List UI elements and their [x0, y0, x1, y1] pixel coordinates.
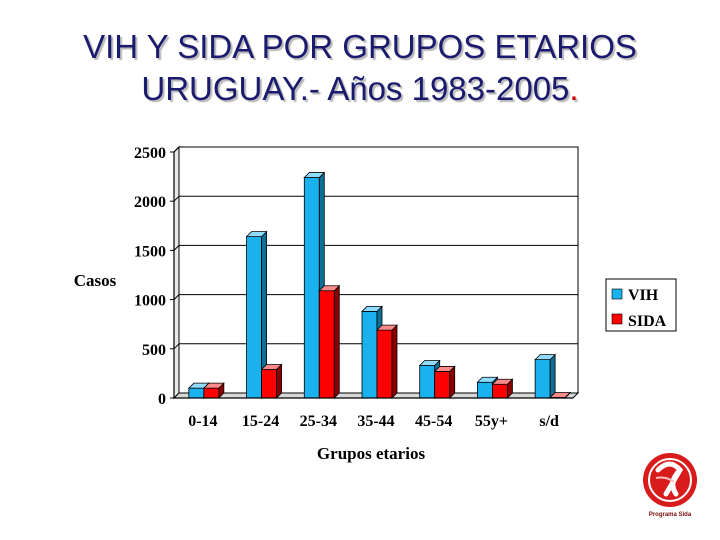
gridline-side	[173, 245, 180, 251]
bar-top-sida	[318, 285, 341, 292]
bar-vih	[246, 236, 262, 399]
bar-top-sida	[260, 364, 283, 370]
gridline-side	[173, 343, 180, 350]
bar-side-sida	[333, 284, 340, 399]
bar-sida	[318, 290, 335, 399]
y-tick-label: 1500	[134, 243, 166, 260]
bar-vih	[303, 177, 320, 399]
legend-label-vih: VIH	[628, 287, 659, 304]
bar-side-sida	[391, 324, 398, 399]
bar-top-sida	[491, 378, 514, 385]
legend-swatch-sida	[611, 313, 623, 325]
title-line-1: VIH Y SIDA POR GRUPOS ETARIOS	[83, 28, 637, 65]
bar-sida	[492, 383, 508, 399]
bar-vih	[477, 381, 493, 399]
bar-top-vih	[245, 231, 268, 238]
y-tick-label: 1000	[134, 293, 166, 310]
x-tick-label: 25-34	[300, 413, 337, 430]
x-tick-label: 0-14	[188, 413, 217, 430]
chart-axes: 0 500 1000 1500 2000 2500 0-14 15-24 25-34 35-44 4…	[134, 145, 573, 430]
bar-top-sida	[433, 366, 456, 372]
x-tick-label: 45-54	[415, 413, 452, 430]
x-tick-label: 55y+	[475, 413, 508, 430]
chart-side-wall	[173, 145, 180, 400]
bar-vih	[534, 359, 551, 399]
bar-top-vih	[476, 376, 499, 383]
chart-legend: VIH SIDA	[605, 278, 677, 332]
logo-text: Programa Sida	[649, 512, 692, 518]
bar-top-vih	[418, 360, 441, 366]
x-axis-label: Grupos etarios	[317, 444, 426, 463]
legend-swatch-vih	[611, 288, 623, 300]
y-tick-label: 500	[142, 342, 166, 359]
chart-bars	[187, 171, 572, 399]
bar-top-vih	[534, 354, 557, 361]
bar-side-sida	[276, 363, 282, 399]
aids-ribbon-logo-icon: Programa Sida	[643, 453, 697, 518]
x-tick-label: 15-24	[242, 413, 279, 430]
gridline-side	[173, 294, 180, 300]
title-period: .	[569, 70, 579, 107]
bar-top-sida	[202, 382, 225, 389]
bar-sida	[434, 371, 451, 399]
title-line-2: URUGUAY.- Años 1983-2005	[141, 70, 570, 107]
gridline-side	[173, 146, 180, 153]
legend-label-sida: SIDA	[628, 313, 667, 330]
bar-vih	[188, 387, 205, 399]
bar-side-vih	[549, 353, 556, 399]
y-tick-label: 2500	[134, 145, 166, 162]
bar-sida	[376, 329, 393, 399]
gridline-side	[173, 195, 180, 202]
bar-sida	[203, 387, 220, 399]
y-tick-label: 0	[158, 391, 166, 408]
bar-top-sida	[376, 324, 398, 331]
x-tick-label: s/d	[539, 413, 559, 430]
bar-top-vih	[303, 172, 326, 178]
x-tick-label: 35-44	[357, 413, 394, 430]
y-axis-label: Casos	[74, 271, 117, 290]
bar-sida	[261, 369, 277, 399]
programa-sida-logo: Programa Sida	[636, 450, 704, 518]
bar-vih	[419, 365, 436, 399]
bar-vih	[361, 311, 378, 399]
bar-top-vih	[361, 306, 383, 312]
page-title: VIH Y SIDA POR GRUPOS ETARIOS URUGUAY.- …	[0, 26, 720, 110]
y-tick-label: 2000	[134, 194, 166, 211]
